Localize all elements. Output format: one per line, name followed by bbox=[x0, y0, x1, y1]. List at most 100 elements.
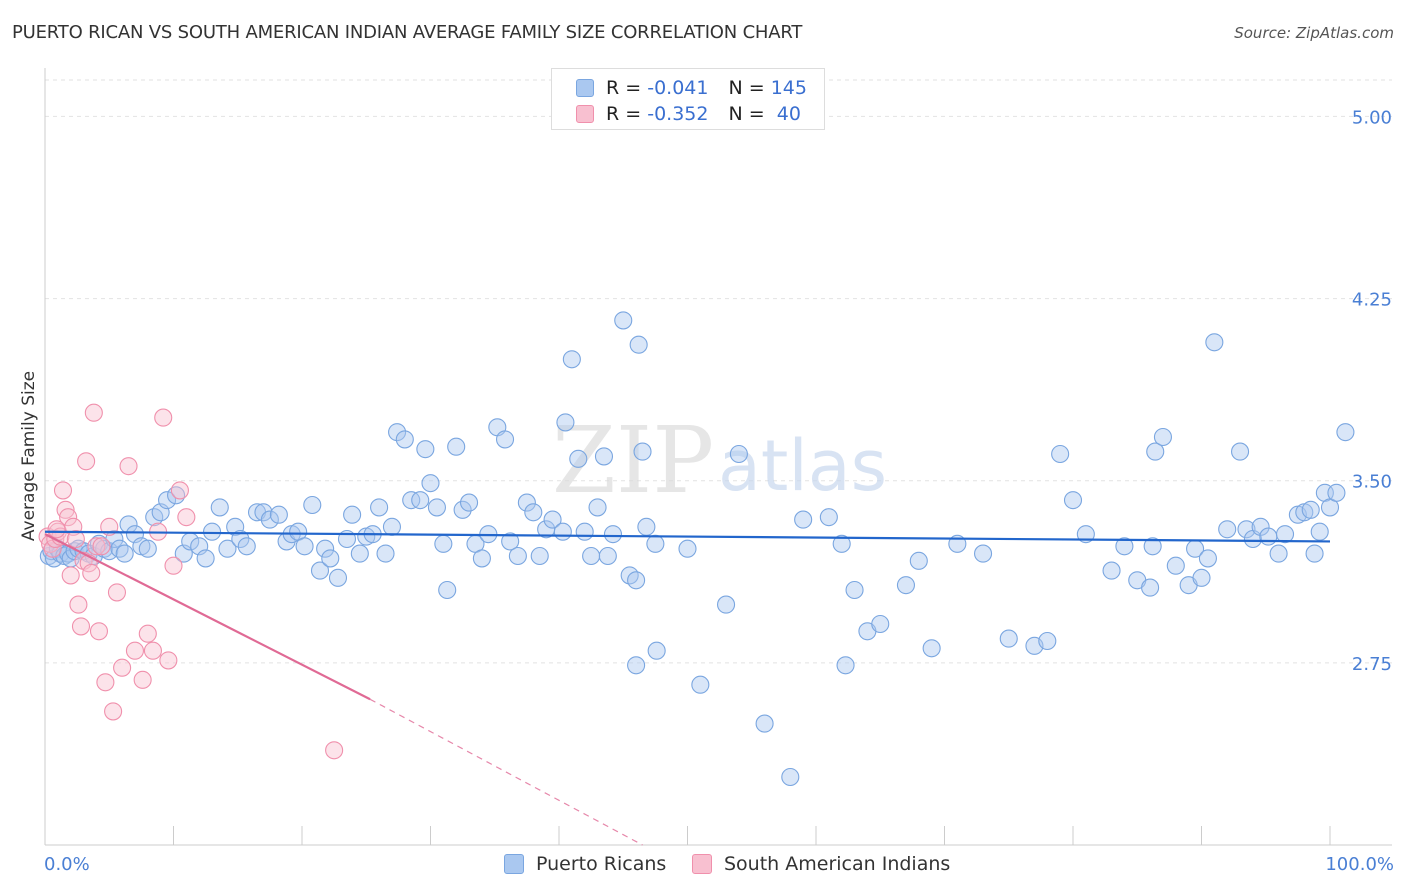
puerto-rican-point bbox=[588, 498, 607, 517]
south-american-indian-point bbox=[138, 624, 157, 643]
puerto-rican-point bbox=[999, 629, 1018, 648]
south-american-indian-point bbox=[325, 741, 344, 760]
puerto-rican-point bbox=[832, 534, 851, 553]
puerto-rican-point bbox=[678, 539, 697, 558]
south-american-indian-point bbox=[92, 537, 111, 556]
legend-r-value: -0.352 bbox=[647, 103, 709, 125]
puerto-rican-point bbox=[1115, 537, 1134, 556]
puerto-rican-point bbox=[269, 505, 288, 524]
puerto-rican-point bbox=[310, 561, 330, 580]
puerto-rican-point bbox=[328, 568, 348, 587]
legend-r-label: R = bbox=[606, 103, 642, 125]
puerto-rican-point bbox=[226, 517, 245, 536]
puerto-rican-point bbox=[495, 430, 515, 449]
puerto-rican-point bbox=[459, 493, 479, 512]
puerto-rican-point bbox=[1198, 549, 1217, 568]
y-tick-label: 4.25 bbox=[1352, 290, 1392, 311]
x-tick-label: 100.0% bbox=[1325, 854, 1394, 875]
puerto-rican-point bbox=[388, 423, 407, 442]
puerto-rican-point bbox=[210, 498, 229, 517]
puerto-rican-point bbox=[1336, 423, 1355, 442]
puerto-rican-point bbox=[237, 537, 256, 556]
puerto-rican-point bbox=[845, 580, 864, 600]
puerto-rican-point bbox=[1310, 522, 1329, 541]
puerto-rican-point bbox=[716, 595, 736, 614]
puerto-rican-point bbox=[1051, 444, 1070, 464]
puerto-rican-point bbox=[158, 491, 177, 510]
south-american-indian-point bbox=[104, 702, 123, 721]
bottom-legend-swatch-blue bbox=[504, 854, 524, 874]
puerto-rican-point bbox=[1076, 525, 1095, 544]
puerto-rican-point bbox=[569, 449, 588, 468]
south-american-indian-point bbox=[96, 673, 115, 692]
x-tick-label: 0.0% bbox=[44, 854, 90, 875]
puerto-rican-point bbox=[472, 549, 491, 568]
legend-n-label: N = bbox=[728, 77, 765, 99]
puerto-rican-point bbox=[115, 544, 134, 563]
puerto-rican-point bbox=[1275, 525, 1295, 544]
puerto-rican-point bbox=[1327, 483, 1346, 502]
south-american-indian-point bbox=[159, 651, 178, 670]
puerto-rican-point bbox=[553, 522, 572, 541]
south-american-indian-point bbox=[143, 641, 162, 660]
puerto-rican-point bbox=[1143, 537, 1162, 556]
south-american-indian-point bbox=[89, 622, 109, 641]
puerto-rican-point bbox=[819, 508, 838, 527]
puerto-rican-point bbox=[729, 444, 748, 464]
south-american-indian-trend-line bbox=[44, 533, 371, 701]
puerto-rican-trend-line bbox=[44, 530, 1331, 543]
south-american-indian-point bbox=[84, 403, 103, 422]
puerto-rican-point bbox=[295, 537, 314, 556]
puerto-rican-point bbox=[203, 522, 222, 541]
south-american-indian-point bbox=[56, 500, 75, 519]
puerto-rican-point bbox=[434, 534, 453, 553]
puerto-rican-point bbox=[1305, 544, 1324, 563]
y-axis-label: Average Family Size bbox=[19, 371, 39, 541]
puerto-rican-point bbox=[427, 498, 446, 517]
puerto-rican-point bbox=[627, 656, 646, 675]
legend-r-value: -0.041 bbox=[647, 77, 709, 99]
puerto-rican-point bbox=[411, 491, 430, 510]
puerto-rican-point bbox=[781, 767, 800, 787]
watermark-atlas: atlas bbox=[718, 425, 887, 507]
puerto-rican-point bbox=[1237, 520, 1256, 539]
south-american-indian-point bbox=[77, 452, 96, 471]
puerto-rican-point bbox=[231, 529, 250, 549]
puerto-rican-point bbox=[1301, 500, 1320, 519]
puerto-rican-point bbox=[447, 437, 466, 456]
legend-swatch-pink bbox=[576, 105, 594, 123]
puerto-rican-point bbox=[1251, 517, 1270, 536]
puerto-rican-point bbox=[691, 675, 710, 694]
puerto-rican-point bbox=[646, 534, 665, 553]
y-tick-label: 2.75 bbox=[1352, 654, 1392, 675]
puerto-rican-point bbox=[1218, 520, 1237, 539]
puerto-rican-point bbox=[395, 430, 414, 449]
puerto-rican-point bbox=[755, 714, 774, 733]
puerto-rican-point bbox=[614, 311, 633, 330]
legend-n-label: N = bbox=[728, 103, 765, 125]
legend-row-south-american-indians: R = -0.352 N = 40 bbox=[576, 102, 801, 126]
puerto-rican-point bbox=[438, 580, 457, 600]
puerto-rican-point bbox=[1038, 631, 1057, 651]
south-american-indian-point bbox=[71, 617, 91, 636]
puerto-rican-point bbox=[633, 442, 652, 461]
legend-r-label: R = bbox=[606, 77, 642, 99]
puerto-rican-point bbox=[138, 539, 157, 558]
legend-n-value: 145 bbox=[770, 77, 807, 99]
puerto-rican-point bbox=[501, 532, 520, 551]
south-american-indian-point bbox=[133, 670, 152, 689]
puerto-rican-point bbox=[218, 539, 237, 558]
puerto-rican-point bbox=[370, 498, 389, 517]
correlation-legend: R = -0.041 N = 145 R = -0.352 N = 40 bbox=[551, 68, 825, 130]
puerto-rican-point bbox=[508, 546, 527, 566]
puerto-rican-point bbox=[562, 350, 581, 369]
puerto-rican-point bbox=[382, 517, 402, 536]
y-tick-label: 5.00 bbox=[1352, 107, 1392, 128]
puerto-rican-point bbox=[1153, 427, 1172, 447]
south-american-indian-point bbox=[53, 481, 73, 500]
south-american-indian-point bbox=[125, 641, 144, 660]
puerto-rican-point bbox=[421, 474, 440, 493]
puerto-rican-point bbox=[196, 549, 215, 568]
puerto-rican-point bbox=[556, 413, 575, 432]
south-american-indian-point bbox=[82, 563, 101, 583]
